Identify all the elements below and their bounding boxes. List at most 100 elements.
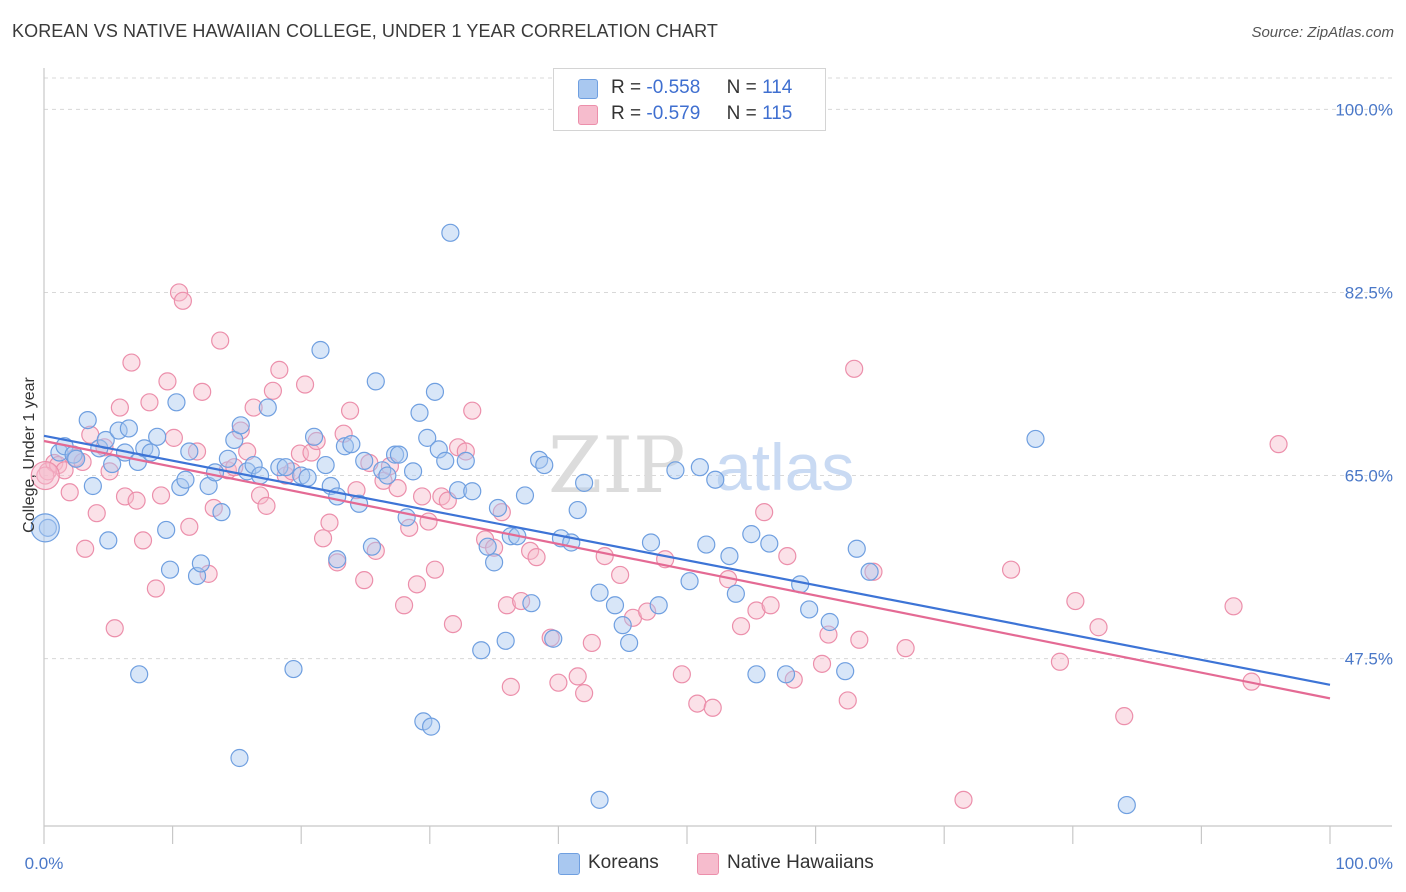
koreans-point-74	[530, 450, 549, 469]
legend-hawaiians-n-value: 115	[762, 103, 793, 124]
correlation-legend: R = -0.558 N = 114 R = -0.579 N = 115	[553, 68, 826, 131]
koreans-point-63	[456, 451, 475, 470]
hawaiians-point-99	[850, 630, 869, 649]
hawaiians-point-20	[158, 372, 177, 391]
hawaiians-point-60	[412, 487, 432, 506]
koreans-swatch-icon	[578, 79, 598, 99]
hawaiians-point-10	[100, 462, 119, 481]
koreans-point-91	[706, 470, 725, 489]
koreans-point-48	[362, 537, 382, 556]
koreans-point-99	[800, 600, 819, 619]
hawaiians-point-76	[527, 548, 546, 567]
koreans-point-4	[67, 449, 86, 468]
hawaiians-point-83	[611, 565, 630, 585]
koreans-point-93	[726, 584, 745, 603]
hawaiians-point-89	[703, 698, 722, 717]
bottom-legend-koreans-label: Koreans	[588, 852, 659, 873]
watermark-atlas: atlas	[715, 430, 854, 504]
koreans-point-59	[429, 440, 448, 459]
legend-hawaiians-n-label: N =	[726, 103, 757, 124]
koreans-point-52	[385, 445, 405, 464]
hawaiians-point-93	[761, 596, 780, 615]
koreans-point-38	[298, 468, 317, 487]
legend-koreans-n-label: N =	[726, 77, 757, 98]
koreans-point-33	[258, 398, 277, 417]
x-tick-label-1: 100.0%	[1335, 854, 1393, 873]
hawaiians-point-57	[394, 596, 414, 615]
hawaiians-point-29	[211, 331, 230, 350]
koreans-point-41	[316, 455, 335, 475]
koreans-point-82	[605, 596, 625, 615]
hawaiians-point-94	[778, 546, 797, 566]
hawaiians-point-88	[688, 694, 707, 713]
hawaiians-point-16	[133, 531, 153, 550]
koreans-point-5	[78, 410, 97, 430]
koreans-point-72	[515, 486, 535, 505]
y-tick-label-1: 65.0%	[1345, 467, 1393, 486]
hawaiians-point-80	[575, 684, 594, 703]
hawaiians-point-4	[60, 483, 79, 502]
hawaiians-point-68	[463, 401, 482, 420]
hawaiians-point-15	[127, 491, 146, 510]
hawaiians-point-14	[122, 353, 141, 372]
koreans-point-34	[270, 458, 289, 477]
legend-hawaiians-r-label: R =	[611, 103, 642, 124]
koreans-point-26	[212, 503, 231, 522]
koreans-point-16	[148, 427, 167, 446]
hawaiians-point-11	[105, 619, 124, 638]
koreans-point-103	[860, 562, 879, 581]
koreans-point-62	[448, 481, 468, 500]
koreans-point-31	[244, 455, 263, 475]
hawaiians-point-43	[302, 443, 321, 462]
hawaiians-point-26	[193, 382, 212, 401]
hawaiians-point-103	[1001, 560, 1021, 579]
koreans-point-56	[410, 403, 429, 422]
hawaiians-point-96	[812, 654, 832, 673]
koreans-point-111	[590, 790, 609, 809]
hawaiians-legend-swatch-icon	[697, 853, 719, 875]
hawaiians-point-73	[501, 677, 520, 696]
koreans-point-29	[231, 416, 250, 435]
koreans-point-67	[485, 553, 504, 572]
hawaiians-point-104	[1050, 652, 1070, 671]
koreans-point-113	[328, 550, 347, 569]
koreans-point-87	[666, 461, 685, 480]
watermark: ZIP atlas	[548, 421, 854, 511]
hawaiians-point-81	[582, 633, 601, 653]
y-tick-label-2: 82.5%	[1345, 283, 1393, 302]
y-tick-labels: 47.5% 65.0% 82.5% 100.0%	[1335, 100, 1393, 668]
hawaiians-point-24	[180, 517, 199, 536]
bottom-legend-hawaiians-label: Native Hawaiians	[727, 852, 874, 873]
koreans-point-80	[575, 473, 594, 492]
hawaiians-point-21	[164, 428, 183, 447]
hawaiians-point-114	[755, 503, 774, 522]
legend-hawaiians-r-value: -0.579	[646, 103, 701, 124]
koreans-point-107	[130, 665, 149, 684]
legend-koreans-n-value: 114	[762, 77, 793, 98]
koreans-point-69	[496, 631, 515, 650]
koreans-point-40	[311, 340, 330, 360]
koreans-point-81	[590, 583, 609, 602]
koreans-point-96	[760, 534, 779, 553]
koreans-point-102	[847, 539, 866, 558]
watermark-zip: ZIP	[548, 421, 686, 511]
koreans-point-110	[421, 717, 441, 736]
hawaiians-point-110	[1269, 435, 1288, 454]
grid-lines	[44, 77, 1392, 660]
koreans-point-64	[463, 482, 482, 501]
koreans-point-75	[535, 455, 554, 475]
hawaiians-point-58	[400, 518, 419, 537]
koreans-point-12	[119, 419, 138, 438]
koreans-point-76	[544, 629, 563, 648]
series-native-hawaiians-points	[30, 283, 1288, 809]
hawaiians-point-67	[456, 442, 475, 461]
koreans-point-57	[418, 428, 437, 447]
hawaiians-point-56	[388, 478, 407, 498]
koreans-point-89	[690, 458, 709, 477]
hawaiians-point-92	[747, 601, 766, 620]
hawaiians-point-37	[263, 381, 283, 400]
koreans-point-50	[373, 461, 392, 480]
hawaiians-point-36	[257, 496, 276, 515]
y-axis-label: College, Under 1 year	[21, 377, 38, 533]
koreans-legend-swatch-icon	[558, 853, 580, 875]
